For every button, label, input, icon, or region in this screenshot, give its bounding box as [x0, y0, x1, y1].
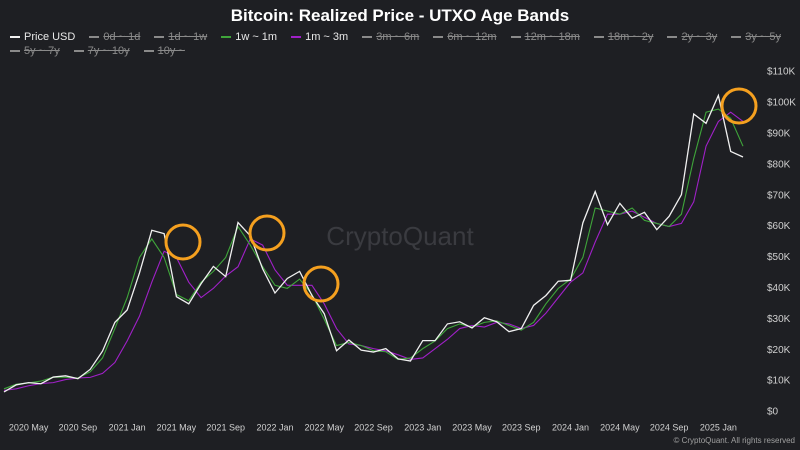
highlight-circle — [720, 87, 758, 125]
highlight-circles — [164, 87, 758, 303]
legend-swatch — [731, 36, 742, 38]
x-tick-label: 2021 May — [157, 422, 197, 432]
x-tick-label: 2021 Jan — [109, 422, 146, 432]
highlight-circle — [302, 265, 340, 303]
legend-item[interactable]: 0d ~ 1d — [89, 31, 140, 43]
legend-item[interactable]: 3y ~ 5y — [731, 31, 781, 43]
x-tick-label: 2025 Jan — [700, 422, 737, 432]
legend-label: 1m ~ 3m — [305, 31, 349, 43]
legend-swatch — [221, 36, 232, 38]
x-tick-label: 2023 Sep — [502, 422, 541, 432]
x-tick-label: 2022 Sep — [354, 422, 393, 432]
plot-area — [3, 93, 744, 393]
y-tick-label: $40K — [767, 283, 791, 294]
watermark: CryptoQuant — [326, 221, 474, 251]
x-tick-label: 2024 Sep — [650, 422, 689, 432]
legend-swatch — [362, 36, 373, 38]
x-tick-label: 2022 May — [304, 422, 344, 432]
legend-item[interactable]: 10y ~ — [143, 45, 185, 57]
x-tick-label: 2021 Sep — [206, 422, 245, 432]
legend-item[interactable]: 3m ~ 6m — [362, 31, 419, 43]
highlight-circle — [164, 223, 202, 261]
legend-item[interactable]: Price USD — [10, 31, 75, 43]
legend-label: 6m ~ 12m — [447, 31, 497, 43]
legend-item[interactable]: 7y ~ 10y — [73, 45, 130, 57]
legend-label: 2y ~ 3y — [681, 31, 718, 43]
legend-label: 5y ~ 7y — [24, 45, 60, 57]
x-tick-label: 2023 May — [452, 422, 492, 432]
y-tick-label: $60K — [767, 221, 791, 232]
legend-swatch — [10, 36, 20, 38]
legend-item[interactable]: 1m ~ 3m — [291, 31, 348, 43]
legend-label: 10y ~ — [157, 45, 185, 57]
x-tick-label: 2024 Jan — [552, 422, 589, 432]
legend-swatch — [593, 36, 604, 38]
legend-label: 12m ~ 18m — [524, 31, 580, 43]
series-line — [3, 93, 744, 393]
legend-swatch — [10, 50, 20, 52]
x-tick-label: 2020 May — [9, 422, 49, 432]
legend-item[interactable]: 1w ~ 1m — [221, 31, 277, 43]
legend-label: 1d ~ 1w — [168, 31, 208, 43]
legend-item[interactable]: 18m ~ 2y — [593, 31, 654, 43]
legend-label: 3m ~ 6m — [376, 31, 420, 43]
legend-swatch — [143, 50, 154, 52]
legend-swatch — [291, 36, 302, 38]
y-tick-label: $20K — [767, 345, 791, 356]
legend-label: 0d ~ 1d — [103, 31, 141, 43]
legend-item[interactable]: 1d ~ 1w — [154, 31, 207, 43]
y-tick-label: $80K — [767, 159, 791, 170]
legend: Price USD 0d ~ 1d 1d ~ 1w 1w ~ 1m 1m ~ 3m 3m … — [10, 31, 790, 57]
legend-item[interactable]: 2y ~ 3y — [667, 31, 717, 43]
legend-swatch — [73, 50, 84, 52]
copyright: © CryptoQuant. All rights reserved — [674, 436, 796, 445]
x-tick-label: 2024 May — [600, 422, 640, 432]
legend-label: 3y ~ 5y — [745, 31, 781, 43]
legend-swatch — [433, 36, 444, 38]
y-tick-label: $0 — [767, 407, 779, 418]
y-tick-label: $50K — [767, 252, 791, 263]
y-tick-label: $70K — [767, 190, 791, 201]
series-line — [3, 108, 744, 390]
legend-item[interactable]: 5y ~ 7y — [10, 45, 60, 57]
y-tick-label: $110K — [767, 67, 796, 78]
x-tick-label: 2023 Jan — [404, 422, 441, 432]
x-tick-label: 2022 Jan — [256, 422, 293, 432]
legend-label: 1w ~ 1m — [235, 31, 278, 43]
legend-item[interactable]: 12m ~ 18m — [510, 31, 580, 43]
legend-swatch — [510, 36, 521, 38]
series-line — [3, 111, 744, 391]
legend-swatch — [89, 36, 100, 38]
legend-label: 18m ~ 2y — [607, 31, 654, 43]
y-tick-label: $90K — [767, 128, 791, 139]
legend-swatch — [154, 36, 165, 38]
y-tick-label: $30K — [767, 314, 791, 325]
y-tick-label: $10K — [767, 376, 791, 387]
x-tick-label: 2020 Sep — [59, 422, 98, 432]
legend-swatch — [667, 36, 678, 38]
legend-label: 7y ~ 10y — [87, 45, 130, 57]
legend-item[interactable]: 6m ~ 12m — [433, 31, 497, 43]
legend-label: Price USD — [24, 31, 76, 43]
highlight-circle — [248, 214, 286, 252]
y-tick-label: $100K — [767, 98, 796, 109]
chart-title: Bitcoin: Realized Price - UTXO Age Bands — [230, 6, 570, 25]
